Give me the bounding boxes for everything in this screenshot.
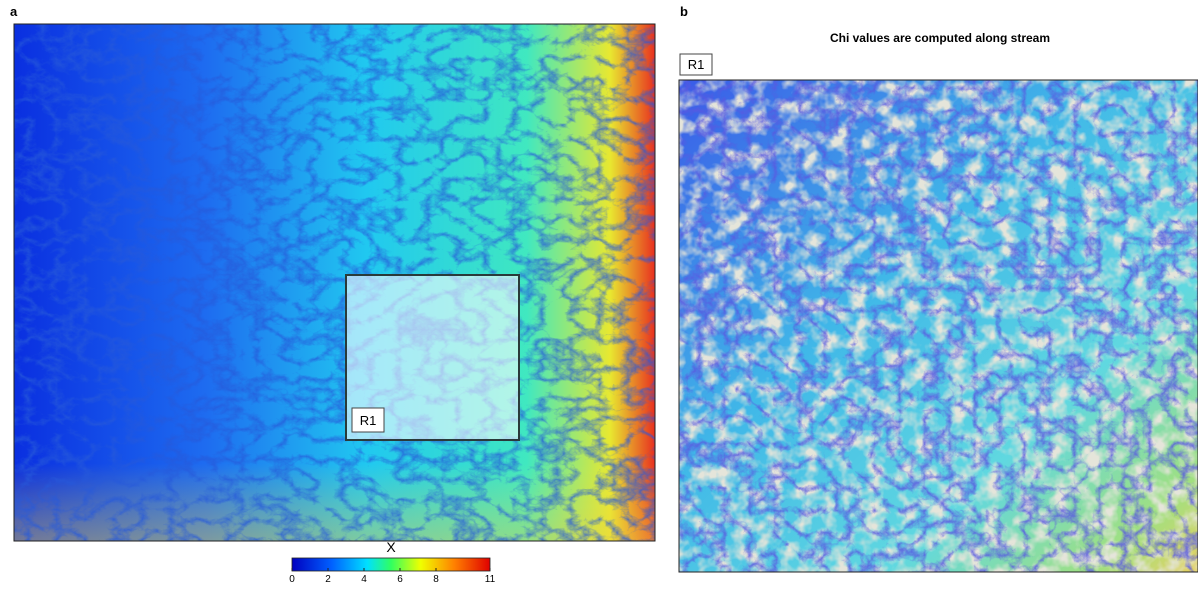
colorbar-tick-label: 2 <box>325 574 331 584</box>
region-label-box <box>679 53 713 76</box>
region-label-box <box>351 407 385 433</box>
colorbar-bar <box>291 557 491 572</box>
colorbar-tick-label: 6 <box>397 574 403 584</box>
panel-label: b <box>680 4 688 19</box>
map-b <box>678 79 1198 573</box>
panel-label: a <box>10 4 18 19</box>
colorbar-tick-label: 11 <box>485 574 496 584</box>
colorbar-label: X <box>386 539 396 555</box>
colorbar-tick-label: 4 <box>361 574 367 584</box>
colorbar: X 0 2 4 6 8 11 <box>289 539 496 585</box>
region-label: R1 <box>688 57 705 72</box>
region-label: R1 <box>360 413 377 428</box>
map-a <box>13 23 656 542</box>
panel-title: Chi values are computed along stream <box>830 31 1050 45</box>
colorbar-tick-label: 0 <box>289 574 295 584</box>
colorbar-tick-label: 8 <box>433 574 439 584</box>
